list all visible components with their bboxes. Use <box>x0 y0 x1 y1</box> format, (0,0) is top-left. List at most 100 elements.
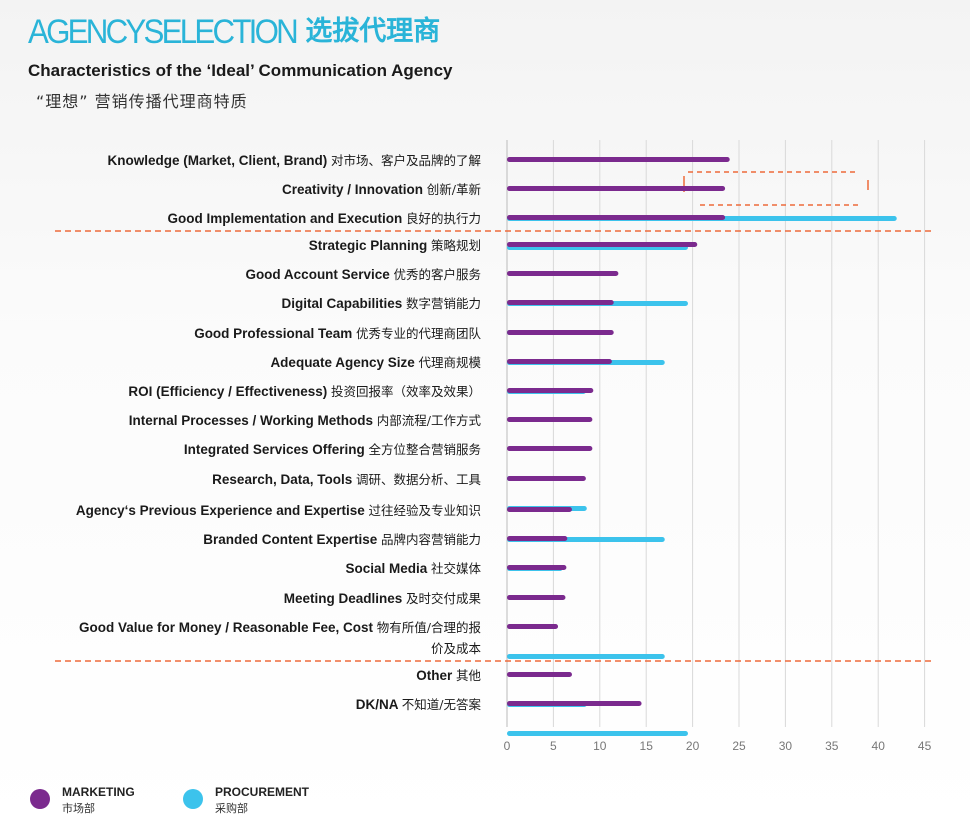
brand-chinese: 选拔代理商 <box>305 16 441 47</box>
bar-marketing <box>507 565 567 570</box>
category-label: Other 其他 <box>416 668 481 683</box>
category-label-en: Good Implementation and Execution <box>167 211 406 226</box>
x-tick-label: 25 <box>732 739 746 753</box>
brand-english: AGENCYSELECTION <box>28 13 299 51</box>
category-label: Strategic Planning 策略规划 <box>309 238 481 253</box>
legend-procurement: PROCUREMENT 采购部 <box>183 785 309 816</box>
category-label: ROI (Efficiency / Effectiveness) 投资回报率（效… <box>128 384 481 399</box>
category-label-en: Good Account Service <box>245 267 393 282</box>
brand-header: AGENCYSELECTION 选拔代理商 <box>28 10 440 50</box>
bar-marketing <box>507 624 559 629</box>
category-label: Good Professional Team 优秀专业的代理商团队 <box>194 326 481 341</box>
category-label-cn: 优秀的客户服务 <box>393 267 481 282</box>
category-label: Meeting Deadlines 及时交付成果 <box>284 591 482 606</box>
category-label-cn: 其他 <box>456 668 482 683</box>
category-label-cn: 社交媒体 <box>431 561 482 576</box>
category-label: Research, Data, Tools 调研、数据分析、工具 <box>212 472 481 487</box>
category-label: DK/NA 不知道/无答案 <box>356 697 482 712</box>
chart-subtitle: “理想” 营销传播代理商特质 <box>36 92 248 111</box>
legend-procurement-label-cn: 采购部 <box>215 802 248 815</box>
category-label-cn: 品牌内容营销能力 <box>381 532 481 547</box>
bar-marketing <box>507 330 614 335</box>
x-tick-label: 20 <box>686 739 700 753</box>
bar-marketing <box>507 271 619 276</box>
category-label: Good Implementation and Execution 良好的执行力 <box>167 211 481 226</box>
category-label-en: Adequate Agency Size <box>270 355 418 370</box>
x-tick-label: 15 <box>640 739 654 753</box>
legend-procurement-swatch <box>183 789 203 809</box>
category-label-en: Meeting Deadlines <box>284 591 406 606</box>
legend-marketing-label-cn: 市场部 <box>62 802 95 815</box>
bar-marketing <box>507 507 572 512</box>
bar-marketing <box>507 476 586 481</box>
bar-procurement <box>507 731 688 736</box>
category-label: Branded Content Expertise 品牌内容营销能力 <box>203 532 481 547</box>
x-tick-label: 0 <box>504 739 511 753</box>
category-label-en: Other <box>416 668 456 683</box>
category-label-en: DK/NA <box>356 697 402 712</box>
x-tick-label: 40 <box>872 739 886 753</box>
bar-marketing <box>507 417 593 422</box>
x-tick-label: 30 <box>779 739 793 753</box>
category-label-cn: 内部流程/工作方式 <box>377 413 482 428</box>
category-label: Good Account Service 优秀的客户服务 <box>245 267 481 282</box>
category-label-en: Social Media <box>345 561 431 576</box>
category-label-cn: 调研、数据分析、工具 <box>356 472 482 487</box>
category-label-cn: 物有所值/合理的报 <box>377 620 482 635</box>
bar-marketing <box>507 215 726 220</box>
category-label: Knowledge (Market, Client, Brand) 对市场、客户… <box>107 153 481 168</box>
bar-marketing <box>507 595 566 600</box>
category-label-cn: 不知道/无答案 <box>402 697 482 712</box>
category-label: Creativity / Innovation 创新/革新 <box>282 182 481 197</box>
category-label-cn: 数字营销能力 <box>406 296 481 311</box>
category-label-cn: 全方位整合营销服务 <box>368 442 481 457</box>
legend-marketing-label: MARKETING <box>62 785 135 799</box>
bar-marketing <box>507 701 642 706</box>
category-label-cn: 代理商规模 <box>418 355 481 370</box>
x-tick-label: 10 <box>593 739 607 753</box>
bar-procurement <box>507 654 665 659</box>
category-label: Good Value for Money / Reasonable Fee, C… <box>79 620 482 635</box>
category-label-en: Research, Data, Tools <box>212 472 356 487</box>
category-label-en: Good Value for Money / Reasonable Fee, C… <box>79 620 377 635</box>
category-label-en: Knowledge (Market, Client, Brand) <box>107 153 331 168</box>
legend-procurement-label: PROCUREMENT <box>215 785 310 799</box>
category-label-cn: 过往经验及专业知识 <box>368 503 481 518</box>
category-label-en: Strategic Planning <box>309 238 431 253</box>
category-label: Integrated Services Offering 全方位整合营销服务 <box>184 442 481 457</box>
category-label-cn: 良好的执行力 <box>406 211 481 226</box>
legend-marketing: MARKETING 市场部 <box>30 785 135 816</box>
category-label: Social Media 社交媒体 <box>345 561 481 576</box>
x-tick-label: 45 <box>918 739 932 753</box>
category-label-cn-line2: 价及成本 <box>431 641 482 656</box>
category-label-en: Internal Processes / Working Methods <box>129 413 377 428</box>
category-label-en: Agency‘s Previous Experience and Experti… <box>76 503 369 518</box>
bar-marketing <box>507 672 572 677</box>
category-label-en: Good Professional Team <box>194 326 356 341</box>
category-label-cn: 对市场、客户及品牌的了解 <box>331 153 481 168</box>
category-label-en: Branded Content Expertise <box>203 532 381 547</box>
category-label: Digital Capabilities 数字营销能力 <box>281 296 481 311</box>
bar-marketing <box>507 242 698 247</box>
bar-marketing <box>507 359 612 364</box>
legend-marketing-swatch <box>30 789 50 809</box>
category-label-en: Creativity / Innovation <box>282 182 427 197</box>
category-label-cn: 投资回报率（效率及效果） <box>331 384 481 399</box>
category-label: Agency‘s Previous Experience and Experti… <box>76 503 481 518</box>
category-label-en: ROI (Efficiency / Effectiveness) <box>128 384 331 399</box>
bar-marketing <box>507 536 568 541</box>
x-tick-label: 5 <box>550 739 557 753</box>
category-label-cn: 策略规划 <box>431 238 481 253</box>
category-label-en: Digital Capabilities <box>281 296 406 311</box>
bar-marketing <box>507 388 594 393</box>
category-label-cn: 优秀专业的代理商团队 <box>356 326 482 341</box>
category-label: Adequate Agency Size 代理商规模 <box>270 355 481 370</box>
x-tick-label: 35 <box>825 739 839 753</box>
category-label-cn: 创新/革新 <box>427 182 481 197</box>
bar-marketing <box>507 446 593 451</box>
bar-marketing <box>507 157 730 162</box>
category-label-en: Integrated Services Offering <box>184 442 369 457</box>
chart-title: Characteristics of the ‘Ideal’ Communica… <box>28 61 453 80</box>
